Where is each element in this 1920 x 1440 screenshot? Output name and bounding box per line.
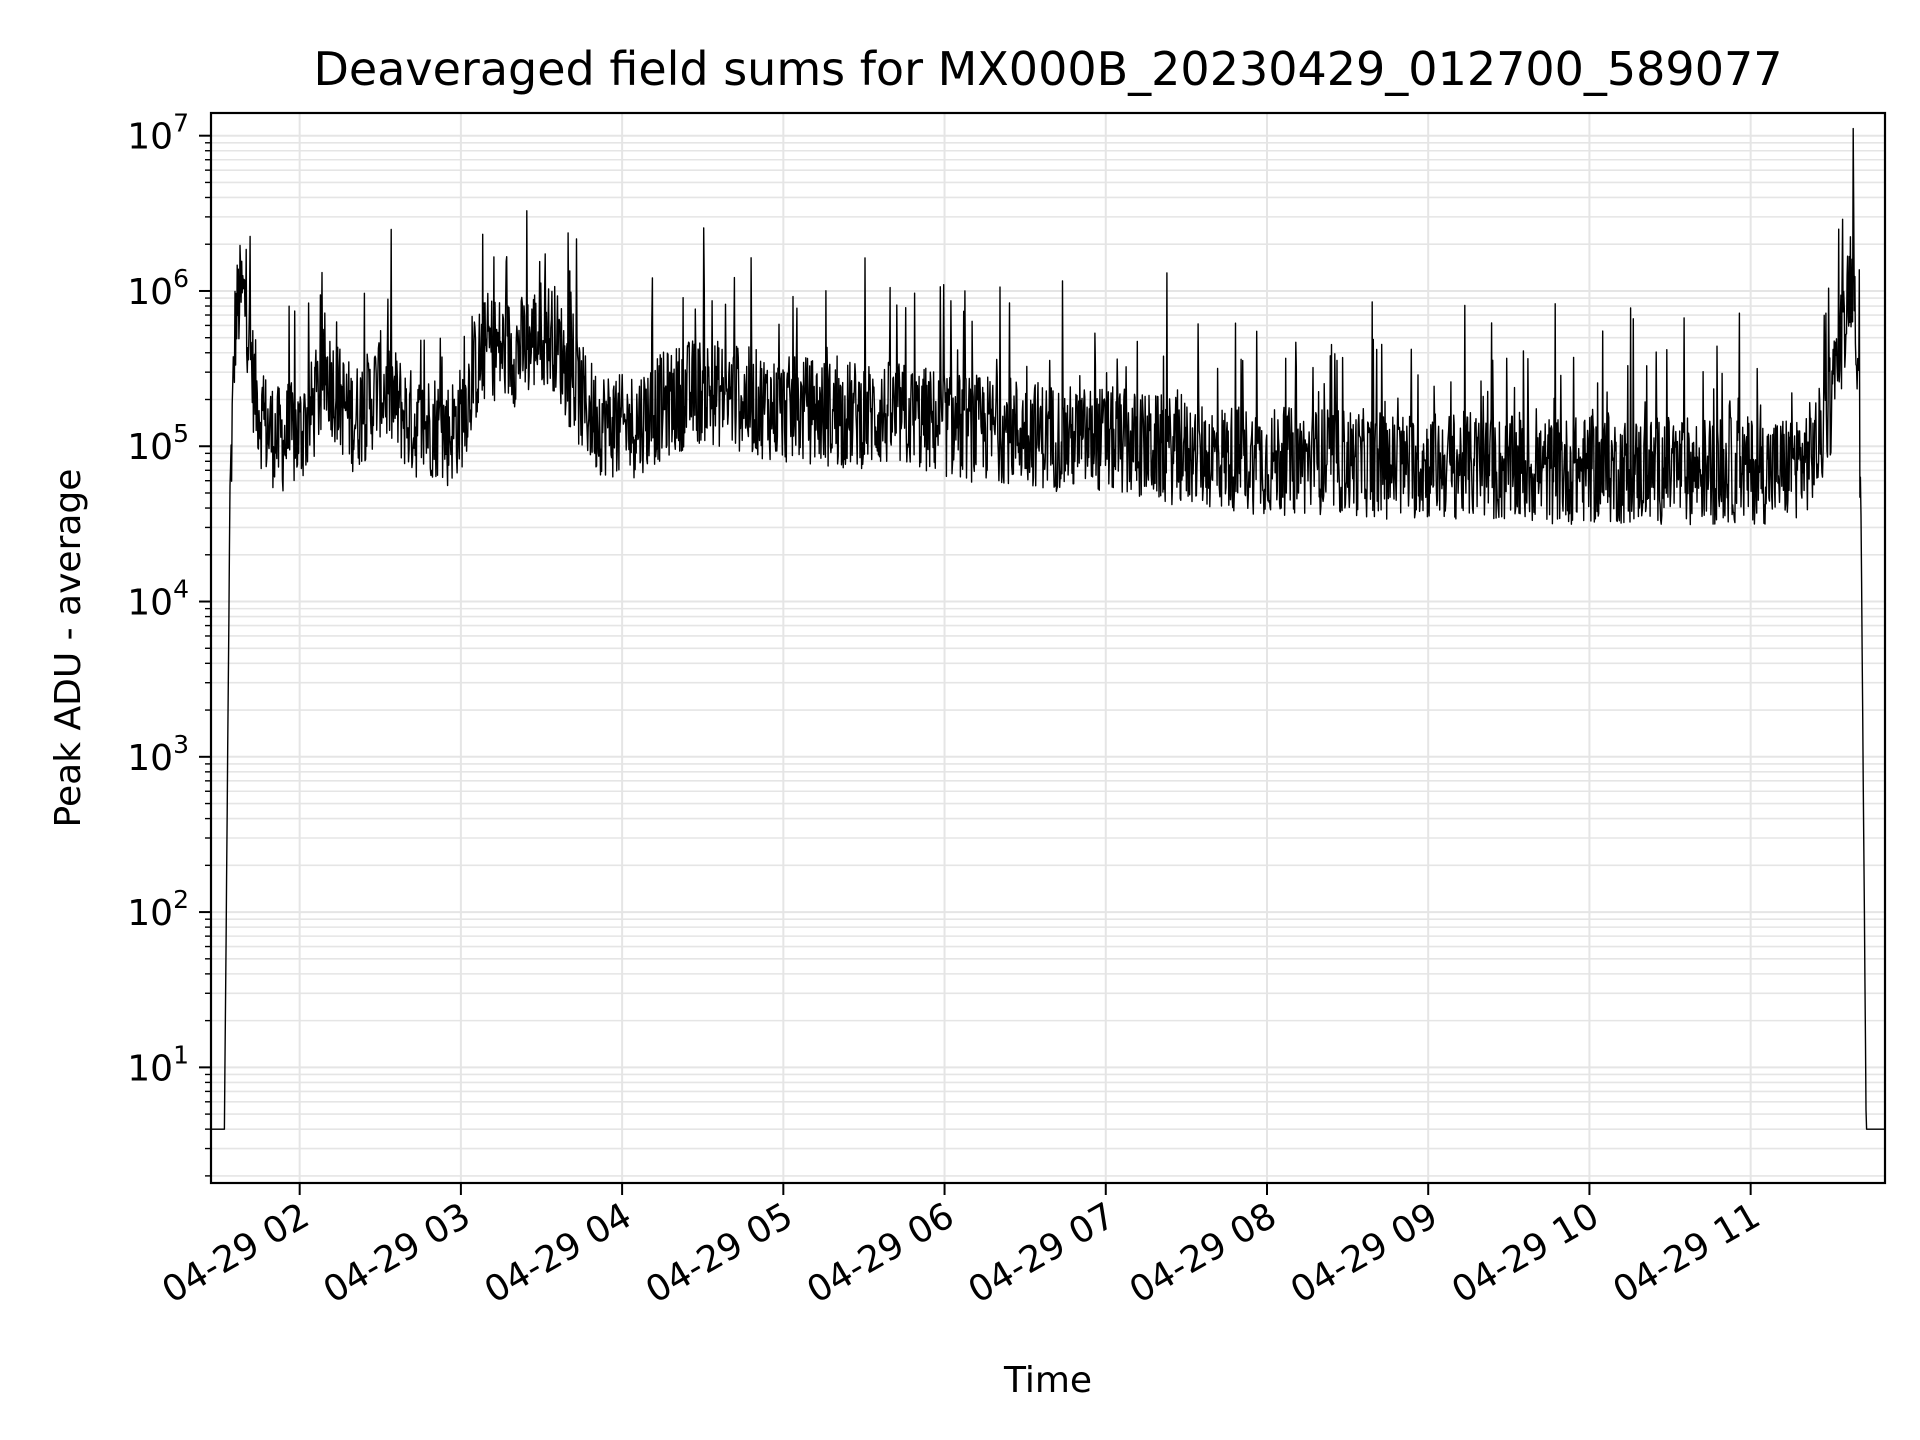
y-tick-label: 106	[127, 264, 189, 313]
chart-title: Deaveraged field sums for MX000B_2023042…	[313, 42, 1782, 96]
y-tick-label: 103	[127, 730, 189, 779]
series-line	[210, 127, 1886, 1130]
y-tick-label: 102	[127, 885, 189, 934]
y-tick-label: 104	[127, 575, 189, 624]
y-tick-label: 105	[127, 419, 189, 468]
y-tick-label: 107	[127, 109, 189, 158]
grid	[211, 113, 1885, 1183]
y-axis: 101 102 103 104 105 106 107	[127, 109, 211, 1177]
x-axis-label: Time	[1003, 1360, 1092, 1401]
y-tick-label: 101	[127, 1040, 189, 1089]
y-axis-label: Peak ADU - average	[48, 469, 89, 828]
